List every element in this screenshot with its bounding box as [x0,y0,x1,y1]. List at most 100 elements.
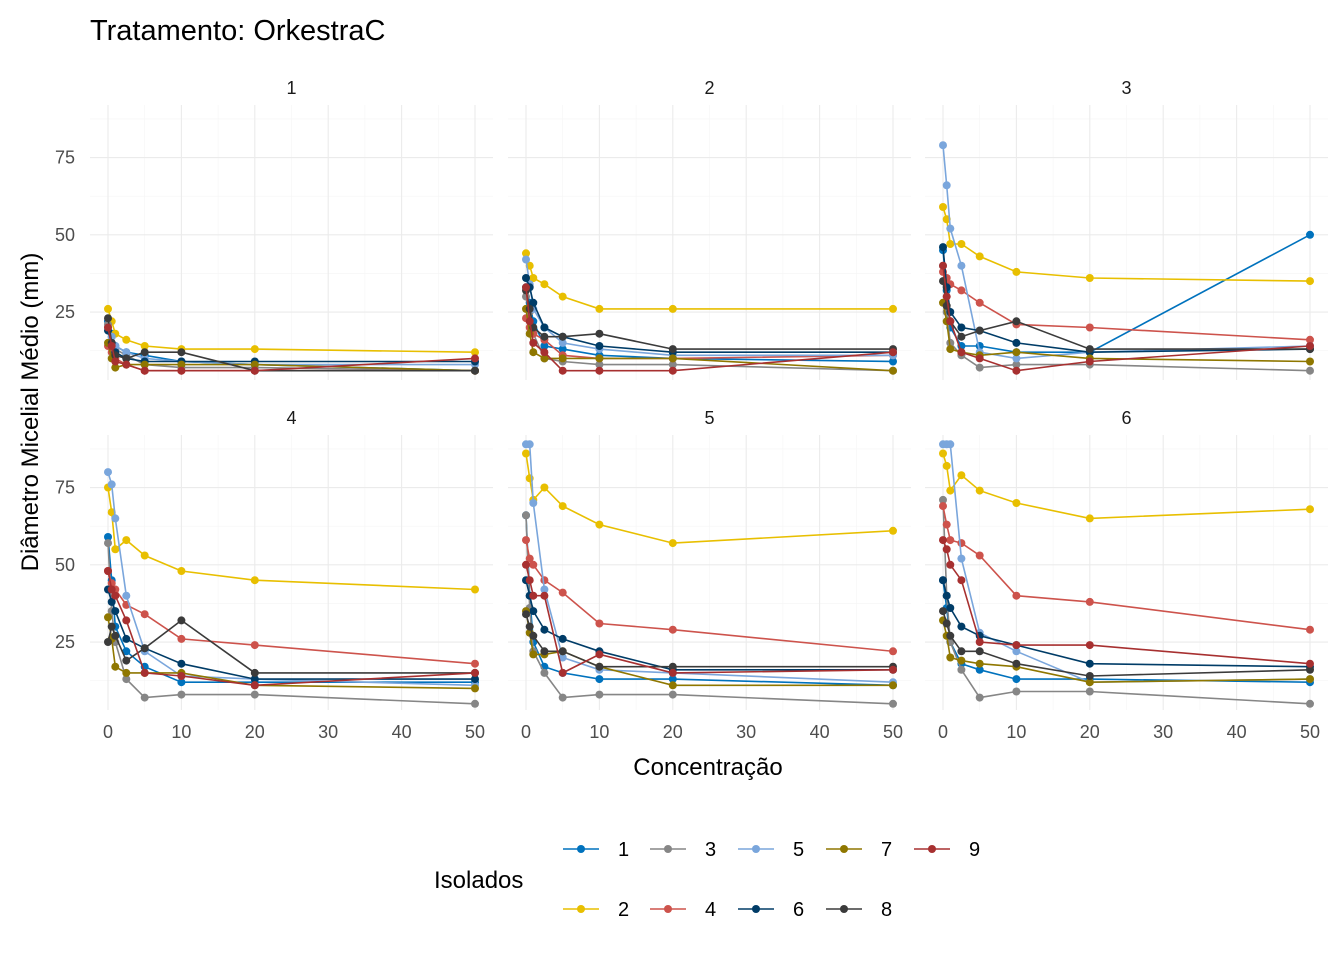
series-8 [104,616,479,677]
data-point [177,634,186,643]
data-point [104,304,112,313]
data-point [250,576,259,585]
data-point [957,539,966,548]
data-point [140,366,149,375]
data-point [107,342,116,350]
series-2 [522,449,897,548]
data-point [946,631,955,640]
data-point [558,338,567,347]
data-point [595,520,604,529]
facet-panel-4: 4 25 50 75 0 10 20 30 40 50 [55,408,493,742]
data-point [889,699,897,708]
x-tick-label: 10 [589,722,609,742]
data-point [250,675,259,684]
data-point [558,354,567,363]
data-point [250,681,259,690]
legend-label: 2 [618,899,629,921]
data-point [104,314,112,323]
data-point [946,224,955,233]
data-point [177,366,186,375]
data-point [529,274,538,282]
data-point [957,554,966,563]
data-point [1012,366,1021,375]
data-point [595,662,604,671]
series-line [107,543,476,705]
data-point [946,240,955,248]
legend-key-point [577,905,585,913]
series-line [525,515,894,705]
chart-title: Tratamento: OrkestraC [90,15,385,47]
data-point [540,647,549,656]
data-point [471,668,479,677]
data-point [1306,699,1314,708]
data-point [1085,357,1094,366]
data-point [558,502,567,511]
data-point [1012,659,1021,668]
series-line [942,453,1311,520]
data-point [957,576,966,585]
data-point [975,298,984,307]
data-point [525,576,534,585]
data-point [1306,665,1314,674]
data-point [177,678,186,687]
data-point [522,283,530,292]
facet-panel-2: 2 [508,78,911,380]
data-point [558,653,567,662]
data-point [595,354,604,363]
legend-label: 7 [881,839,892,861]
legend-item-4: 4 [650,899,716,921]
data-point [250,366,259,375]
data-point [104,539,112,548]
data-point [122,656,131,665]
data-point [939,141,947,150]
facet-panel-1: 1 25 50 75 [55,78,493,380]
data-point [111,545,120,554]
data-point [946,317,955,326]
data-point [122,335,131,344]
y-tick-label: 25 [55,632,75,652]
data-point [471,684,479,693]
data-point [558,668,567,677]
data-point [1306,342,1314,350]
legend-label: 6 [793,899,804,921]
x-tick-label: 10 [1006,722,1026,742]
data-point [522,449,530,458]
data-point [1012,687,1021,696]
data-point [177,360,186,369]
legend-item-6: 6 [738,899,804,921]
x-tick-label: 30 [1153,722,1173,742]
data-point [140,668,149,677]
x-tick-label: 40 [810,722,830,742]
facet-panel-5: 50 10 20 30 40 50 [508,408,911,742]
data-point [111,607,120,616]
data-point [111,514,120,523]
data-point [525,554,534,563]
data-point [1085,274,1094,282]
legend-item-2: 2 [563,899,629,921]
legend-label: 5 [793,839,804,861]
data-point [595,690,604,699]
data-point [558,693,567,702]
data-point [1012,591,1021,600]
data-point [595,360,604,369]
data-point [140,693,149,702]
data-point [111,591,120,600]
data-point [1306,230,1314,239]
series-9 [939,261,1314,375]
data-point [540,342,549,350]
data-point [111,631,120,640]
series-9 [522,283,897,375]
legend-label: 1 [618,839,629,861]
data-point [250,690,259,699]
legend-label: 9 [969,839,980,861]
x-tick-label: 20 [245,722,265,742]
data-point [558,332,567,341]
legend-item-5: 5 [738,839,804,861]
data-point [1306,357,1314,366]
data-point [957,656,966,665]
data-point [668,360,677,369]
data-point [1085,672,1094,680]
x-tick-label: 10 [171,722,191,742]
data-point [957,348,966,357]
